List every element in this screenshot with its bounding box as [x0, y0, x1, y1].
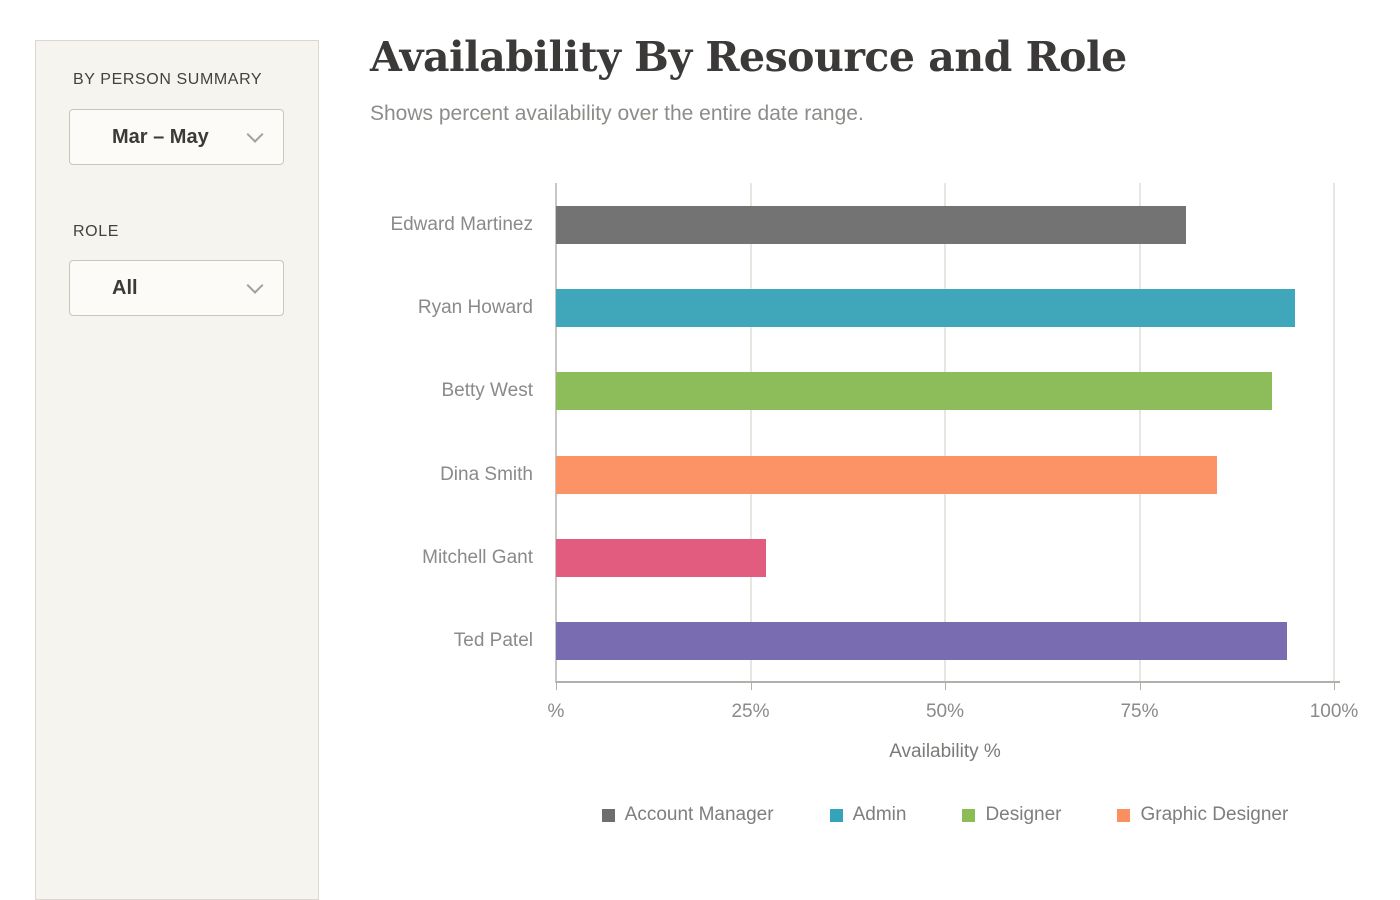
category-label-ted-patel: Ted Patel — [453, 630, 533, 652]
legend-label: Admin — [852, 804, 907, 825]
chart-plot-area — [555, 183, 1335, 683]
bar-rows — [556, 183, 1334, 683]
tick-label-3: 75% — [1120, 701, 1159, 722]
tick-mark-0 — [556, 683, 557, 690]
x-axis-title: Availability % — [889, 741, 1001, 762]
by-person-summary-label: BY PERSON SUMMARY — [73, 71, 263, 88]
legend-item-designer[interactable]: Designer — [962, 804, 1061, 826]
page-title: Availability By Resource and Role — [370, 33, 1127, 81]
legend-swatch-icon — [1117, 808, 1131, 822]
date-range-value: Mar – May — [112, 125, 209, 148]
bar-row-edward-martinez — [556, 183, 1334, 266]
bar-row-dina-smith — [556, 433, 1334, 516]
gridline-2 — [944, 183, 946, 683]
category-label-mitchell-gant: Mitchell Gant — [422, 546, 533, 568]
chevron-down-icon — [246, 276, 264, 294]
legend-item-admin[interactable]: Admin — [829, 804, 907, 826]
legend-label: Account Manager — [624, 804, 774, 825]
tick-mark-4 — [1334, 683, 1335, 690]
legend-swatch-icon — [829, 808, 843, 822]
gridline-3 — [1138, 183, 1141, 683]
x-axis-tick-labels: % 25% 50% 75% 100% — [548, 701, 1359, 725]
filter-sidebar: BY PERSON SUMMARY Mar – May ROLE All — [35, 40, 319, 900]
tick-label-4: 100% — [1309, 701, 1359, 722]
tick-mark-3 — [1139, 683, 1141, 690]
chart-legend: Account Manager Admin Designer Graphic Desi… — [516, 804, 1374, 826]
bar-betty-west[interactable] — [556, 372, 1272, 411]
date-range-dropdown[interactable]: Mar – May — [69, 109, 284, 165]
category-label-ryan-howard: Ryan Howard — [417, 296, 533, 318]
bar-row-mitchell-gant — [556, 516, 1334, 599]
gridline-1 — [749, 183, 752, 683]
bar-ryan-howard[interactable] — [556, 288, 1296, 327]
category-label-dina-smith: Dina Smith — [440, 463, 533, 485]
bar-edward-martinez[interactable] — [556, 205, 1187, 244]
bar-row-betty-west — [556, 350, 1334, 433]
tick-mark-2 — [945, 683, 946, 690]
x-axis-tick-marks — [556, 683, 1335, 690]
bar-row-ryan-howard — [556, 266, 1334, 349]
category-label-edward-martinez: Edward Martinez — [390, 213, 533, 235]
bar-dina-smith[interactable] — [556, 455, 1218, 494]
legend-swatch-icon — [962, 808, 976, 822]
bar-mitchell-gant[interactable] — [556, 538, 767, 577]
bar-ted-patel[interactable] — [556, 622, 1288, 661]
role-dropdown[interactable]: All — [69, 260, 284, 316]
role-label: ROLE — [73, 223, 119, 240]
legend-item-account-manager[interactable]: Account Manager — [601, 804, 774, 826]
legend-label: Graphic Designer — [1140, 804, 1289, 825]
chevron-down-icon — [246, 125, 264, 143]
gridline-4 — [1333, 183, 1335, 683]
bar-row-ted-patel — [556, 600, 1334, 683]
tick-label-1: 25% — [731, 701, 770, 722]
tick-label-2: 50% — [925, 701, 965, 722]
legend-label: Designer — [985, 804, 1062, 825]
gridline-0 — [555, 183, 557, 683]
category-axis-labels: Edward Martinez Ryan Howard Betty West Dina… — [340, 183, 533, 683]
role-value: All — [112, 276, 138, 299]
tick-label-0: % — [547, 701, 565, 722]
x-axis-line — [556, 681, 1340, 683]
legend-item-graphic-designer[interactable]: Graphic Designer — [1117, 804, 1288, 826]
page-subtitle: Shows percent availability over the enti… — [370, 102, 864, 125]
legend-swatch-icon — [601, 808, 615, 822]
tick-mark-1 — [750, 683, 752, 690]
category-label-betty-west: Betty West — [441, 380, 533, 402]
